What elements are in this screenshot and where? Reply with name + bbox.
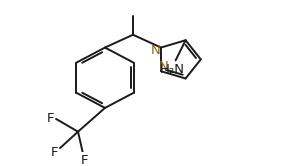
Text: F: F [50, 146, 58, 159]
Text: N: N [159, 60, 169, 73]
Text: N: N [151, 44, 161, 57]
Text: F: F [80, 154, 88, 166]
Text: H₂N: H₂N [160, 63, 185, 76]
Text: F: F [46, 112, 54, 125]
